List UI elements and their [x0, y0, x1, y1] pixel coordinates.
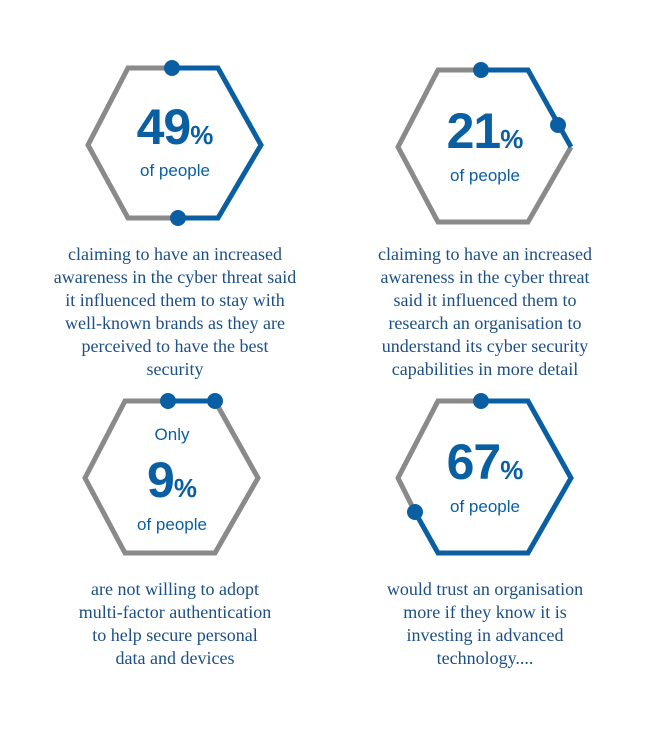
stat-card-21: 21% of people	[395, 62, 575, 227]
stat-subtitle: of people	[450, 166, 520, 185]
caption-line: security	[146, 359, 204, 379]
hexagon-dot	[160, 393, 176, 409]
caption-line: perceived to have the best	[81, 336, 269, 356]
hexagon-dot	[550, 117, 566, 133]
stat-value: 21%	[446, 103, 524, 159]
hexagon-dot	[473, 62, 489, 78]
stat-caption: claiming to have an increased awareness …	[25, 243, 325, 381]
caption-line: said it influenced them to	[393, 290, 577, 310]
stat-subtitle: of people	[137, 515, 207, 534]
hexagon-graphic	[395, 62, 574, 225]
caption-line: are not willing to adopt	[91, 579, 259, 599]
stat-subtitle: of people	[450, 497, 520, 516]
stat-caption: are not willing to adopt multi-factor au…	[25, 578, 325, 670]
hexagon-graphic	[85, 60, 264, 226]
stat-card-67: 67% of people	[395, 393, 575, 558]
stat-value: 9%	[147, 452, 197, 508]
caption-line: would trust an organisation	[386, 579, 584, 599]
caption-line: awareness in the cyber threat said	[53, 267, 297, 287]
caption-line: well-known brands as they are	[65, 313, 285, 333]
caption-line: it influenced them to stay with	[65, 290, 285, 310]
caption-line: claiming to have an increased	[378, 244, 592, 264]
hexagon-graphic	[395, 393, 574, 556]
stat-subtitle: of people	[140, 161, 210, 180]
caption-line: technology....	[436, 648, 534, 668]
hexagon-dot	[473, 393, 489, 409]
caption-line: to help secure personal	[92, 625, 258, 645]
stat-caption: would trust an organisation more if they…	[335, 578, 635, 670]
hexagon-dot	[407, 504, 423, 520]
caption-line: investing in advanced	[406, 625, 564, 645]
stat-card-49: 49% of people	[85, 60, 265, 226]
caption-line: understand its cyber security	[381, 336, 589, 356]
hexagon-dot	[170, 210, 186, 226]
stat-caption: claiming to have an increased awareness …	[335, 243, 635, 381]
caption-line: data and devices	[115, 648, 235, 668]
hexagon-dot	[207, 393, 223, 409]
stat-prefix: Only	[154, 425, 190, 444]
caption-line: research an organisation to	[388, 313, 582, 333]
caption-line: awareness in the cyber threat	[380, 267, 590, 287]
hexagon-dot	[164, 60, 180, 76]
stat-card-9: Only 9% of people	[82, 393, 262, 558]
stat-value: 67%	[446, 434, 524, 490]
stat-value: 49%	[136, 99, 214, 155]
caption-line: multi-factor authentication	[78, 602, 272, 622]
caption-line: claiming to have an increased	[68, 244, 282, 264]
caption-line: more if they know it is	[403, 602, 567, 622]
hexagon-graphic	[82, 393, 261, 556]
caption-line: capabilities in more detail	[391, 359, 579, 379]
